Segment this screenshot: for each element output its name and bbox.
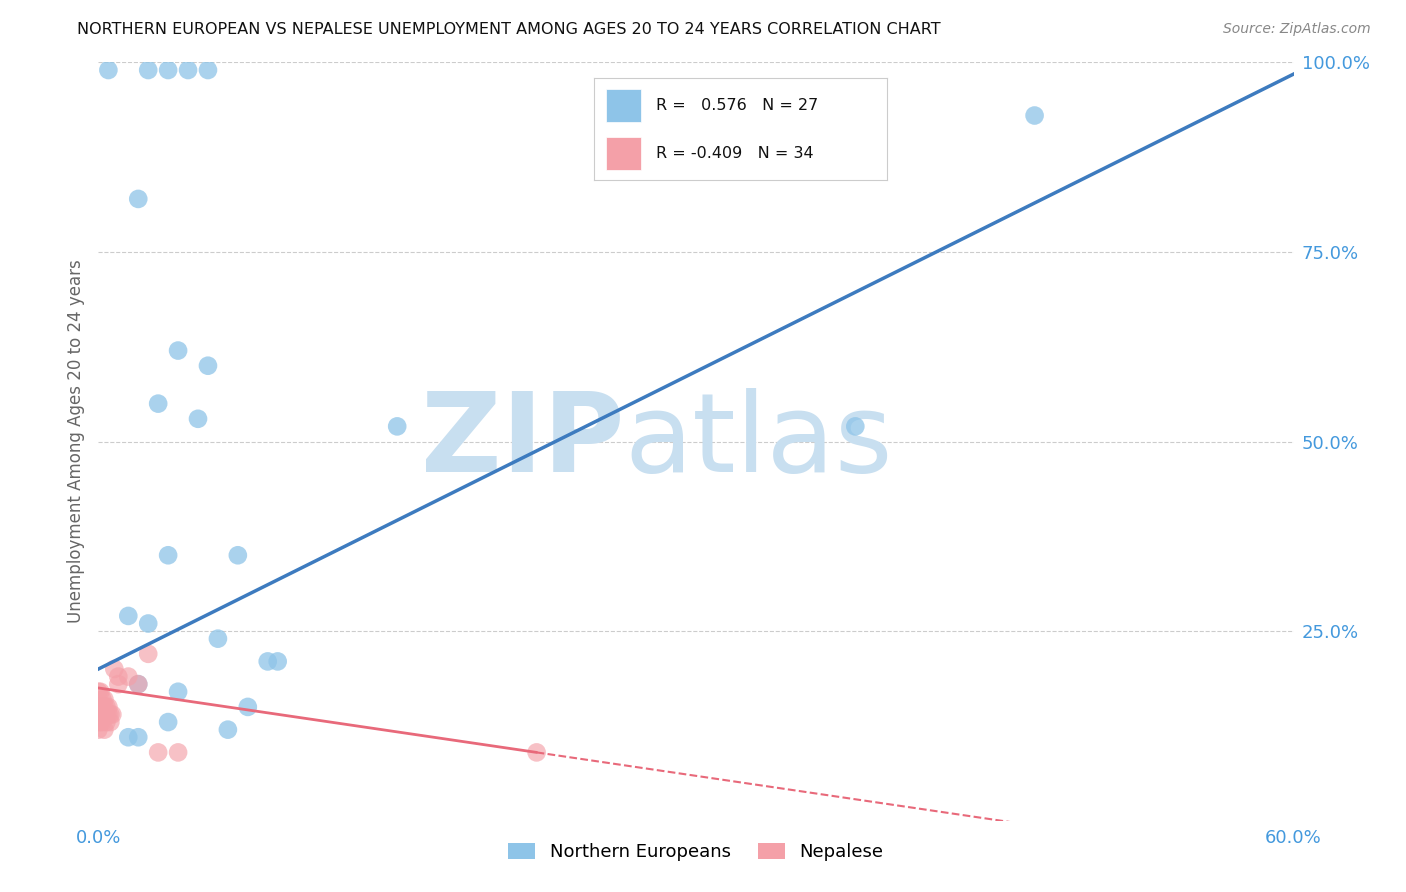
Legend: Northern Europeans, Nepalese: Northern Europeans, Nepalese xyxy=(501,836,891,869)
Point xyxy=(89,699,111,714)
Point xyxy=(97,699,120,714)
Point xyxy=(177,62,200,77)
Point xyxy=(96,715,118,730)
Point xyxy=(93,699,115,714)
Point xyxy=(97,707,120,722)
Point xyxy=(157,548,180,563)
Point xyxy=(96,707,118,722)
Point xyxy=(127,677,149,691)
Point xyxy=(136,62,159,77)
Point xyxy=(93,723,115,737)
Point xyxy=(136,616,159,631)
Text: Source: ZipAtlas.com: Source: ZipAtlas.com xyxy=(1223,22,1371,37)
Point xyxy=(87,685,110,699)
Point xyxy=(97,62,120,77)
Point xyxy=(127,730,149,744)
Point xyxy=(148,396,170,410)
Point xyxy=(217,723,239,737)
Point xyxy=(187,412,209,426)
Point xyxy=(167,343,190,358)
Point xyxy=(107,669,129,683)
Point xyxy=(87,699,110,714)
Point xyxy=(197,62,219,77)
Text: atlas: atlas xyxy=(624,388,893,495)
Point xyxy=(89,685,111,699)
Point xyxy=(267,655,290,669)
Point xyxy=(167,685,190,699)
Text: ZIP: ZIP xyxy=(420,388,624,495)
Point xyxy=(93,707,115,722)
Point xyxy=(197,359,219,373)
Point xyxy=(96,699,118,714)
Point xyxy=(117,730,139,744)
Point xyxy=(1024,108,1046,122)
Point xyxy=(87,723,110,737)
Point xyxy=(236,699,259,714)
Point xyxy=(91,707,114,722)
Point xyxy=(117,608,139,623)
Point xyxy=(103,662,125,676)
Point xyxy=(117,669,139,683)
Point xyxy=(127,192,149,206)
Point xyxy=(87,707,110,722)
Point xyxy=(136,647,159,661)
Point xyxy=(207,632,229,646)
Point xyxy=(91,692,114,706)
Point xyxy=(89,707,111,722)
Text: NORTHERN EUROPEAN VS NEPALESE UNEMPLOYMENT AMONG AGES 20 TO 24 YEARS CORRELATION: NORTHERN EUROPEAN VS NEPALESE UNEMPLOYME… xyxy=(77,22,941,37)
Point xyxy=(226,548,249,563)
Point xyxy=(526,746,548,760)
Point xyxy=(98,715,122,730)
Point xyxy=(167,746,190,760)
Point xyxy=(91,715,114,730)
Point xyxy=(148,746,170,760)
Y-axis label: Unemployment Among Ages 20 to 24 years: Unemployment Among Ages 20 to 24 years xyxy=(66,260,84,624)
Point xyxy=(107,677,129,691)
Point xyxy=(101,707,124,722)
Point xyxy=(157,62,180,77)
Point xyxy=(93,692,115,706)
Point xyxy=(127,677,149,691)
Point xyxy=(91,699,114,714)
Point xyxy=(98,707,122,722)
Point xyxy=(256,655,278,669)
Point xyxy=(87,715,110,730)
Point xyxy=(844,419,866,434)
Point xyxy=(89,715,111,730)
Point xyxy=(385,419,409,434)
Point xyxy=(157,715,180,730)
